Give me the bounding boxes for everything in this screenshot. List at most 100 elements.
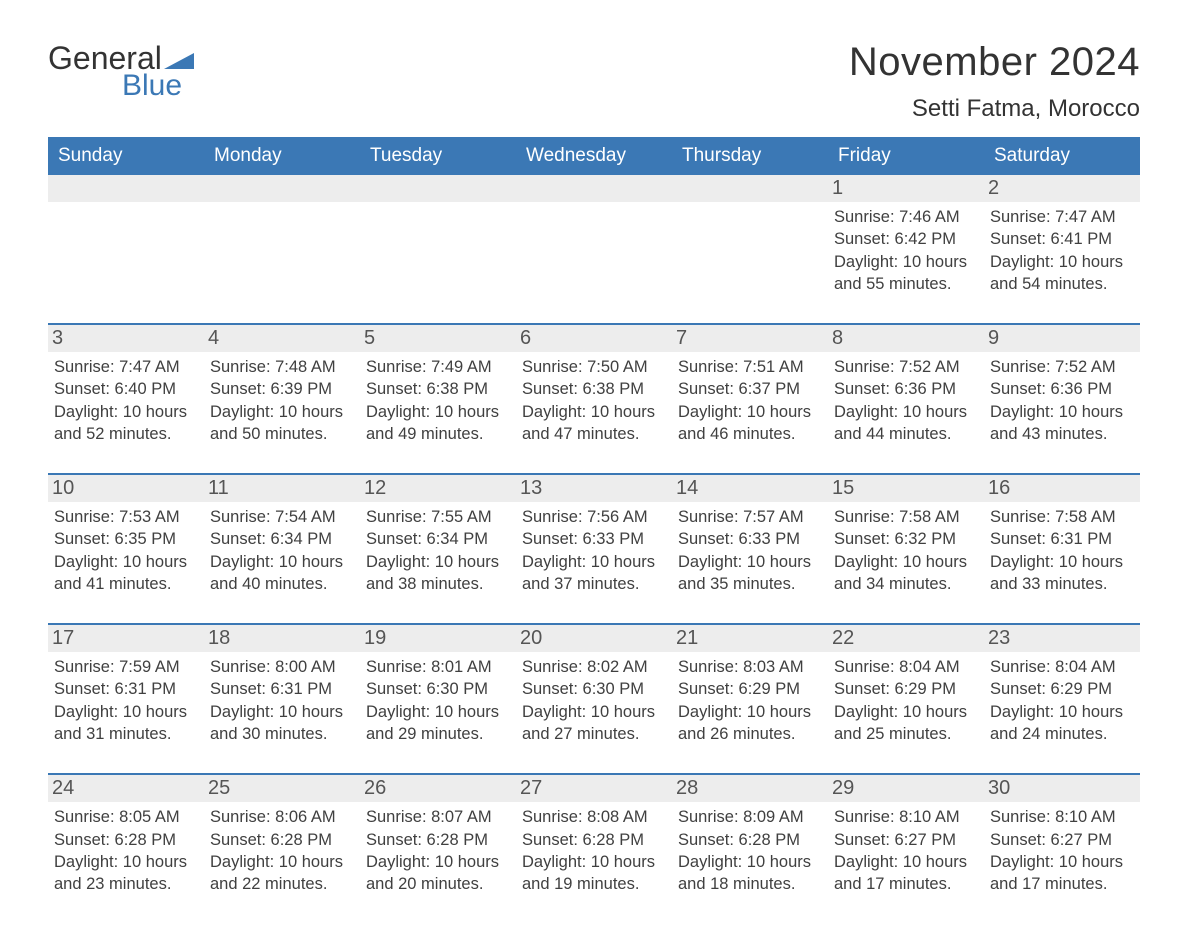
daylight-line: Daylight: 10 hours and 43 minutes. (990, 401, 1134, 446)
calendar-cell: 11Sunrise: 7:54 AMSunset: 6:34 PMDayligh… (204, 475, 360, 601)
sunset-line: Sunset: 6:33 PM (522, 528, 666, 550)
day-number: 25 (204, 775, 360, 802)
calendar-cell: 7Sunrise: 7:51 AMSunset: 6:37 PMDaylight… (672, 325, 828, 451)
daylight-line: Daylight: 10 hours and 34 minutes. (834, 551, 978, 596)
sunrise-line: Sunrise: 7:46 AM (834, 206, 978, 228)
sunset-line: Sunset: 6:30 PM (522, 678, 666, 700)
sunrise-line: Sunrise: 8:03 AM (678, 656, 822, 678)
calendar-cell: 8Sunrise: 7:52 AMSunset: 6:36 PMDaylight… (828, 325, 984, 451)
day-header-cell: Tuesday (360, 137, 516, 175)
day-number (672, 175, 828, 202)
calendar-cell (516, 175, 672, 301)
sunset-line: Sunset: 6:32 PM (834, 528, 978, 550)
sunset-line: Sunset: 6:28 PM (366, 829, 510, 851)
sunset-line: Sunset: 6:29 PM (678, 678, 822, 700)
day-header-cell: Saturday (984, 137, 1140, 175)
day-number: 22 (828, 625, 984, 652)
day-number (516, 175, 672, 202)
calendar-cell: 18Sunrise: 8:00 AMSunset: 6:31 PMDayligh… (204, 625, 360, 751)
calendar-cell (360, 175, 516, 301)
sunrise-line: Sunrise: 8:09 AM (678, 806, 822, 828)
sunrise-line: Sunrise: 8:04 AM (990, 656, 1134, 678)
day-header-cell: Friday (828, 137, 984, 175)
day-number: 15 (828, 475, 984, 502)
calendar-cell: 30Sunrise: 8:10 AMSunset: 6:27 PMDayligh… (984, 775, 1140, 901)
calendar-cell (672, 175, 828, 301)
daylight-line: Daylight: 10 hours and 23 minutes. (54, 851, 198, 896)
sunset-line: Sunset: 6:34 PM (210, 528, 354, 550)
daylight-line: Daylight: 10 hours and 54 minutes. (990, 251, 1134, 296)
day-number: 18 (204, 625, 360, 652)
sunrise-line: Sunrise: 8:06 AM (210, 806, 354, 828)
day-header-cell: Wednesday (516, 137, 672, 175)
sunrise-line: Sunrise: 8:04 AM (834, 656, 978, 678)
daylight-line: Daylight: 10 hours and 33 minutes. (990, 551, 1134, 596)
sunset-line: Sunset: 6:31 PM (210, 678, 354, 700)
sunset-line: Sunset: 6:31 PM (990, 528, 1134, 550)
daylight-line: Daylight: 10 hours and 37 minutes. (522, 551, 666, 596)
day-header-row: SundayMondayTuesdayWednesdayThursdayFrid… (48, 137, 1140, 175)
title-block: November 2024 Setti Fatma, Morocco (849, 40, 1140, 123)
daylight-line: Daylight: 10 hours and 26 minutes. (678, 701, 822, 746)
daylight-line: Daylight: 10 hours and 38 minutes. (366, 551, 510, 596)
calendar-cell: 4Sunrise: 7:48 AMSunset: 6:39 PMDaylight… (204, 325, 360, 451)
day-number: 9 (984, 325, 1140, 352)
day-number: 20 (516, 625, 672, 652)
sunrise-line: Sunrise: 7:52 AM (834, 356, 978, 378)
day-number: 17 (48, 625, 204, 652)
calendar-cell: 21 Sunrise: 8:03 AMSunset: 6:29 PMDayligh… (672, 625, 828, 751)
calendar-cell: 2Sunrise: 7:47 AMSunset: 6:41 PMDaylight… (984, 175, 1140, 301)
daylight-line: Daylight: 10 hours and 52 minutes. (54, 401, 198, 446)
daylight-line: Daylight: 10 hours and 50 minutes. (210, 401, 354, 446)
day-number: 27 (516, 775, 672, 802)
daylight-line: Daylight: 10 hours and 41 minutes. (54, 551, 198, 596)
sunset-line: Sunset: 6:28 PM (54, 829, 198, 851)
sunset-line: Sunset: 6:27 PM (834, 829, 978, 851)
daylight-line: Daylight: 10 hours and 55 minutes. (834, 251, 978, 296)
calendar-cell: 3Sunrise: 7:47 AMSunset: 6:40 PMDaylight… (48, 325, 204, 451)
sunrise-line: Sunrise: 8:10 AM (990, 806, 1134, 828)
day-number (360, 175, 516, 202)
calendar: SundayMondayTuesdayWednesdayThursdayFrid… (48, 137, 1140, 901)
day-header-cell: Thursday (672, 137, 828, 175)
sunrise-line: Sunrise: 7:51 AM (678, 356, 822, 378)
day-number: 16 (984, 475, 1140, 502)
sunset-line: Sunset: 6:41 PM (990, 228, 1134, 250)
logo: General Blue (48, 40, 194, 103)
daylight-line: Daylight: 10 hours and 35 minutes. (678, 551, 822, 596)
sunset-line: Sunset: 6:36 PM (834, 378, 978, 400)
day-number: 2 (984, 175, 1140, 202)
sunset-line: Sunset: 6:29 PM (990, 678, 1134, 700)
sunset-line: Sunset: 6:36 PM (990, 378, 1134, 400)
sunset-line: Sunset: 6:30 PM (366, 678, 510, 700)
sunrise-line: Sunrise: 7:59 AM (54, 656, 198, 678)
day-number: 11 (204, 475, 360, 502)
day-number: 26 (360, 775, 516, 802)
daylight-line: Daylight: 10 hours and 47 minutes. (522, 401, 666, 446)
day-number: 21 (672, 625, 828, 652)
calendar-cell: 20Sunrise: 8:02 AMSunset: 6:30 PMDayligh… (516, 625, 672, 751)
calendar-cell: 10Sunrise: 7:53 AMSunset: 6:35 PMDayligh… (48, 475, 204, 601)
day-number: 8 (828, 325, 984, 352)
calendar-cell: 17Sunrise: 7:59 AMSunset: 6:31 PMDayligh… (48, 625, 204, 751)
daylight-line: Daylight: 10 hours and 20 minutes. (366, 851, 510, 896)
day-number: 7 (672, 325, 828, 352)
calendar-cell: 5Sunrise: 7:49 AMSunset: 6:38 PMDaylight… (360, 325, 516, 451)
day-number: 30 (984, 775, 1140, 802)
calendar-cell: 28Sunrise: 8:09 AMSunset: 6:28 PMDayligh… (672, 775, 828, 901)
daylight-line: Daylight: 10 hours and 31 minutes. (54, 701, 198, 746)
calendar-cell: 6Sunrise: 7:50 AMSunset: 6:38 PMDaylight… (516, 325, 672, 451)
day-number: 19 (360, 625, 516, 652)
daylight-line: Daylight: 10 hours and 17 minutes. (990, 851, 1134, 896)
day-number (204, 175, 360, 202)
calendar-cell: 1Sunrise: 7:46 AMSunset: 6:42 PMDaylight… (828, 175, 984, 301)
day-header-cell: Monday (204, 137, 360, 175)
day-number: 12 (360, 475, 516, 502)
calendar-cell: 14Sunrise: 7:57 AMSunset: 6:33 PMDayligh… (672, 475, 828, 601)
day-number: 6 (516, 325, 672, 352)
sunrise-line: Sunrise: 7:47 AM (54, 356, 198, 378)
sunrise-line: Sunrise: 7:58 AM (990, 506, 1134, 528)
sunrise-line: Sunrise: 8:08 AM (522, 806, 666, 828)
day-number: 4 (204, 325, 360, 352)
calendar-cell (204, 175, 360, 301)
